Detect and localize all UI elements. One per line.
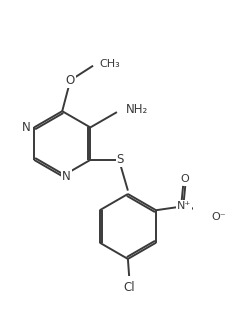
Text: O⁻: O⁻ (212, 212, 225, 222)
Text: N: N (22, 121, 31, 134)
Text: S: S (117, 153, 124, 167)
Text: Cl: Cl (124, 281, 135, 294)
Text: N: N (62, 170, 71, 182)
Text: O: O (181, 174, 190, 184)
Text: NH₂: NH₂ (126, 103, 148, 116)
Text: O: O (66, 74, 75, 87)
Text: N⁺: N⁺ (176, 201, 191, 211)
Text: CH₃: CH₃ (99, 59, 120, 69)
